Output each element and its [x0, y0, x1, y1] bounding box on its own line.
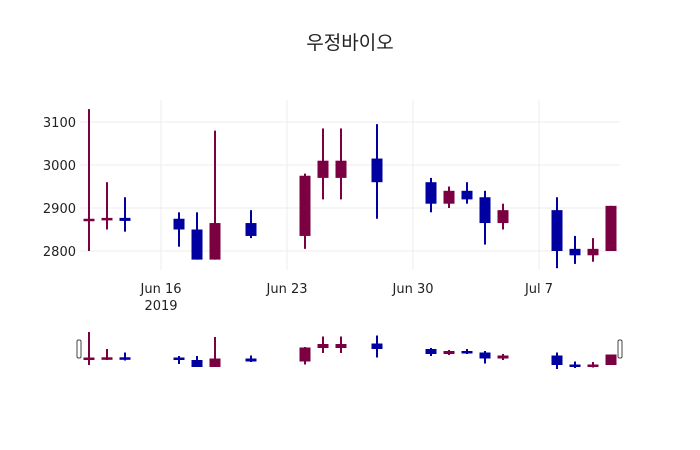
- candle[interactable]: [209, 337, 221, 367]
- candle[interactable]: [443, 186, 455, 209]
- candle[interactable]: [191, 212, 203, 260]
- candle[interactable]: [119, 352, 131, 361]
- candle[interactable]: [479, 190, 491, 245]
- candle[interactable]: [173, 356, 185, 364]
- candle[interactable]: [479, 351, 491, 364]
- candle[interactable]: [497, 354, 509, 360]
- candle[interactable]: [551, 352, 563, 370]
- candle[interactable]: [605, 205, 617, 251]
- candle[interactable]: [245, 355, 257, 363]
- candle[interactable]: [425, 348, 437, 356]
- candle[interactable]: [587, 362, 599, 368]
- candle[interactable]: [569, 361, 581, 369]
- candle[interactable]: [497, 203, 509, 230]
- y-tick-label: 3100: [43, 116, 76, 131]
- candle[interactable]: [101, 182, 113, 230]
- candle[interactable]: [101, 349, 113, 360]
- chart-title: 우정바이오: [306, 32, 394, 54]
- candle[interactable]: [569, 235, 581, 264]
- x-tick-label: Jun 16: [140, 282, 182, 297]
- candle[interactable]: [587, 238, 599, 262]
- x-tick-label: Jun 30: [392, 282, 434, 297]
- candle[interactable]: [461, 182, 473, 204]
- y-tick-label: 2800: [43, 245, 76, 260]
- candle[interactable]: [443, 350, 455, 355]
- candle[interactable]: [551, 197, 563, 269]
- y-tick-label: 3000: [43, 159, 76, 174]
- candle[interactable]: [119, 197, 131, 232]
- candle[interactable]: [83, 109, 95, 251]
- candle[interactable]: [317, 336, 329, 354]
- x-tick-year: 2019: [144, 299, 177, 314]
- candle[interactable]: [461, 349, 473, 354]
- candle[interactable]: [371, 124, 383, 219]
- range-slider-left-handle[interactable]: [76, 339, 82, 359]
- candle[interactable]: [173, 212, 185, 247]
- x-tick-label: Jun 23: [266, 282, 308, 297]
- y-tick-label: 2900: [43, 202, 76, 217]
- candle[interactable]: [371, 335, 383, 358]
- range-slider-right-handle[interactable]: [617, 339, 623, 359]
- candle[interactable]: [299, 173, 311, 249]
- candle[interactable]: [299, 347, 311, 365]
- candle[interactable]: [191, 356, 203, 367]
- candle[interactable]: [605, 354, 617, 366]
- candle[interactable]: [425, 177, 437, 213]
- candle[interactable]: [317, 128, 329, 200]
- candle[interactable]: [209, 130, 221, 260]
- candle[interactable]: [335, 336, 347, 354]
- x-tick-label: Jul 7: [524, 282, 553, 297]
- range-slider[interactable]: [83, 332, 617, 370]
- main-plot: [83, 109, 617, 269]
- candle[interactable]: [245, 210, 257, 239]
- candle[interactable]: [335, 128, 347, 200]
- candle[interactable]: [83, 332, 95, 365]
